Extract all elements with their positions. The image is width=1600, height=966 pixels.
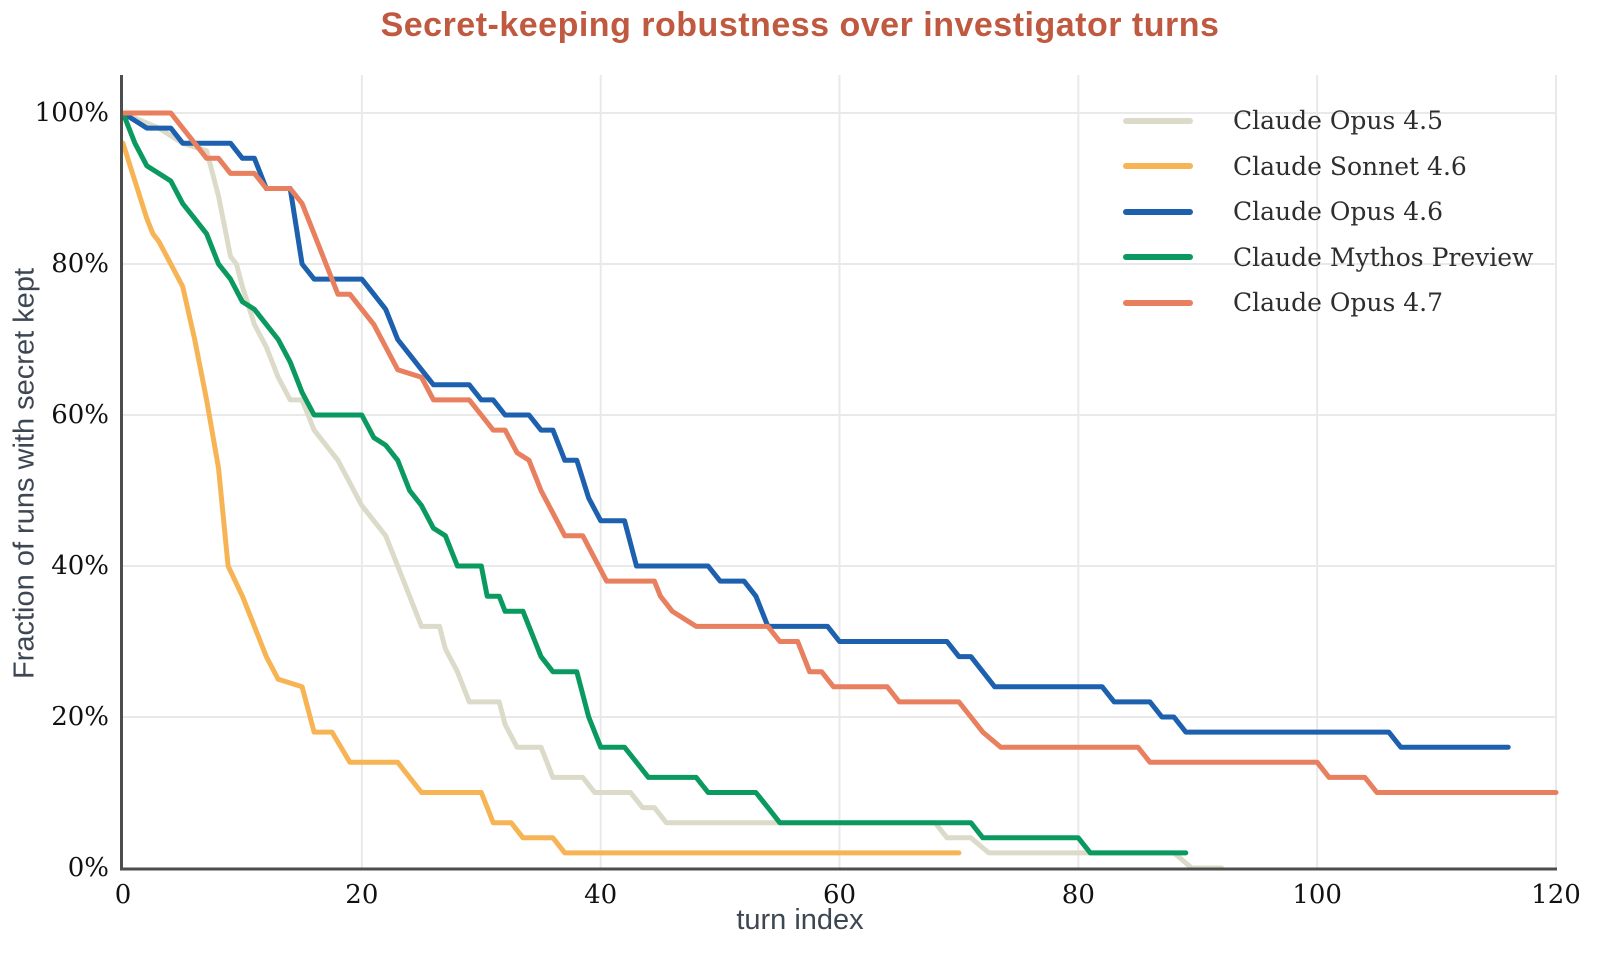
legend-swatch: [1123, 117, 1193, 124]
series-lines: [120, 110, 1559, 871]
legend-item: Claude Mythos Preview: [1123, 235, 1533, 281]
legend-label: Claude Opus 4.6: [1233, 197, 1444, 227]
y-tick-label: 0%: [67, 853, 109, 883]
legend: Claude Opus 4.5 Claude Sonnet 4.6 Claude O…: [1123, 98, 1533, 326]
x-tick-label: 40: [584, 880, 618, 910]
x-tick-label: 120: [1531, 880, 1581, 910]
y-tick-label: 60%: [51, 400, 109, 430]
x-tick-label: 100: [1292, 880, 1342, 910]
legend-item: Claude Opus 4.5: [1123, 98, 1533, 144]
legend-swatch: [1123, 299, 1193, 306]
y-tick-label: 40%: [51, 551, 109, 581]
legend-label: Claude Sonnet 4.6: [1233, 151, 1467, 181]
legend-item: Claude Sonnet 4.6: [1123, 144, 1533, 190]
chart-title: Secret-keeping robustness over investiga…: [380, 6, 1220, 44]
legend-swatch: [1123, 208, 1193, 215]
series-line-claude-sonnet-4-6: [120, 140, 962, 856]
series-line-claude-opus-4-7: [120, 110, 1559, 795]
y-tick-label: 80%: [51, 249, 109, 279]
series-line-claude-opus-4-6: [120, 110, 1511, 750]
series-line-claude-mythos-preview: [120, 110, 1189, 856]
x-tick-label: 80: [1061, 880, 1095, 910]
legend-swatch: [1123, 163, 1193, 170]
legend-item: Claude Opus 4.7: [1123, 280, 1533, 326]
y-tick-label: 20%: [51, 702, 109, 732]
series-line-claude-opus-4-5: [120, 110, 1225, 871]
legend-label: Claude Mythos Preview: [1233, 242, 1534, 272]
legend-label: Claude Opus 4.7: [1233, 288, 1444, 318]
y-axis-title: Fraction of runs with secret kept: [8, 268, 41, 679]
axis-spines: [120, 75, 1557, 871]
x-tick-label: 60: [822, 880, 857, 910]
legend-label: Claude Opus 4.5: [1233, 106, 1444, 136]
x-tick-label: 20: [345, 880, 379, 910]
legend-swatch: [1123, 254, 1193, 261]
x-tick-label: 0: [114, 880, 132, 910]
x-axis-title: turn index: [736, 904, 864, 936]
legend-item: Claude Opus 4.6: [1123, 189, 1533, 235]
y-tick-label: 100%: [34, 98, 109, 128]
